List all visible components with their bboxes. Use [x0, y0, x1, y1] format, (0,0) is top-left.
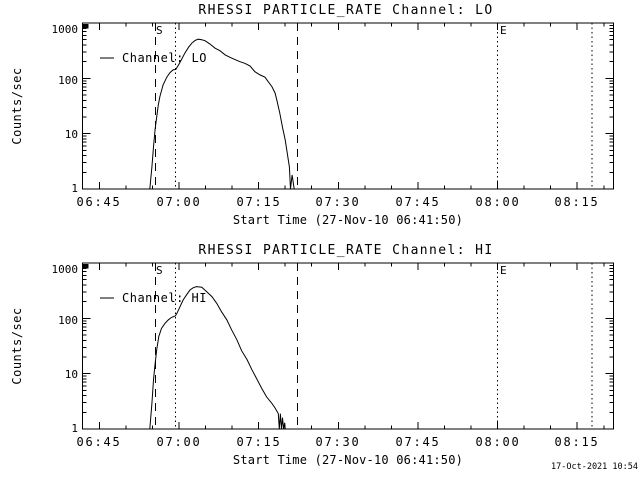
y-tick-label: 1 — [71, 182, 78, 195]
x-tick-label: 08:15 — [554, 195, 600, 209]
chart-title-lo: RHESSI PARTICLE_RATE Channel: LO — [198, 3, 494, 18]
x-tick-label: 08:00 — [475, 435, 521, 449]
legend-label-lo: Channel: LO — [122, 51, 207, 65]
x-tick-label: 07:45 — [395, 435, 441, 449]
x-tick-label: 08:00 — [475, 195, 521, 209]
x-axis-label-hi: Start Time (27-Nov-10 06:41:50) — [232, 453, 464, 467]
y-tick-label: 1000 — [51, 23, 79, 36]
eclipse-start-marker-label: S — [156, 264, 163, 277]
x-tick-label: 06:45 — [76, 195, 122, 209]
x-tick-label: 06:45 — [76, 435, 122, 449]
y-tick-label: 100 — [58, 314, 78, 327]
eclipse-end-marker-label: E — [500, 264, 507, 277]
x-tick-label: 07:00 — [156, 195, 202, 209]
creation-timestamp: 17-Oct-2021 10:54 — [551, 462, 638, 472]
x-tick-label: 07:30 — [315, 435, 361, 449]
x-tick-label: 07:30 — [315, 195, 361, 209]
chart-title-hi: RHESSI PARTICLE_RATE Channel: HI — [198, 243, 494, 258]
legend-label-hi: Channel: HI — [122, 291, 207, 305]
x-axis-label-lo: Start Time (27-Nov-10 06:41:50) — [232, 213, 464, 227]
eclipse-end-marker-label: E — [500, 24, 507, 37]
x-tick-label: 08:15 — [554, 435, 600, 449]
y-axis-label-lo: Counts/sec — [10, 67, 24, 145]
x-tick-label: 07:45 — [395, 195, 441, 209]
y-tick-label: 10 — [64, 128, 78, 141]
y-tick-label: 10 — [64, 368, 78, 381]
y-tick-label: 1000 — [51, 263, 79, 276]
y-tick-label: 100 — [58, 74, 78, 87]
y-axis-label-hi: Counts/sec — [10, 307, 24, 385]
x-tick-label: 07:15 — [236, 195, 282, 209]
x-tick-label: 07:15 — [236, 435, 282, 449]
y-tick-label: 1 — [71, 422, 78, 435]
eclipse-start-marker-label: S — [156, 24, 163, 37]
x-tick-label: 07:00 — [156, 435, 202, 449]
